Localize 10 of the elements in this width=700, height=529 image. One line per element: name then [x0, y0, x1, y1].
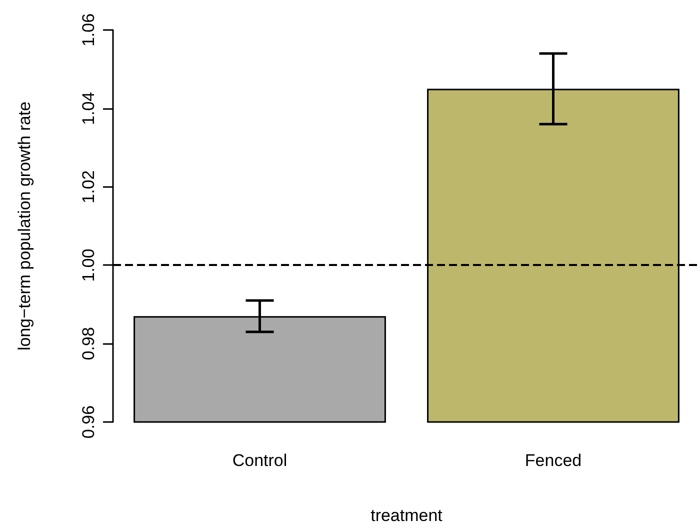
- y-tick-label: 1.06: [79, 13, 98, 47]
- x-tick-label: Fenced: [524, 451, 582, 470]
- y-tick-label: 0.98: [79, 327, 98, 360]
- y-axis-title: long−term population growth rate: [15, 101, 34, 351]
- x-axis-title: treatment: [370, 506, 443, 525]
- y-tick-label: 0.96: [79, 405, 98, 439]
- x-tick-label: Control: [232, 451, 288, 470]
- y-tick-label: 1.04: [79, 92, 98, 125]
- y-tick-label: 1.02: [79, 170, 98, 204]
- y-tick-label: 1.00: [79, 248, 98, 282]
